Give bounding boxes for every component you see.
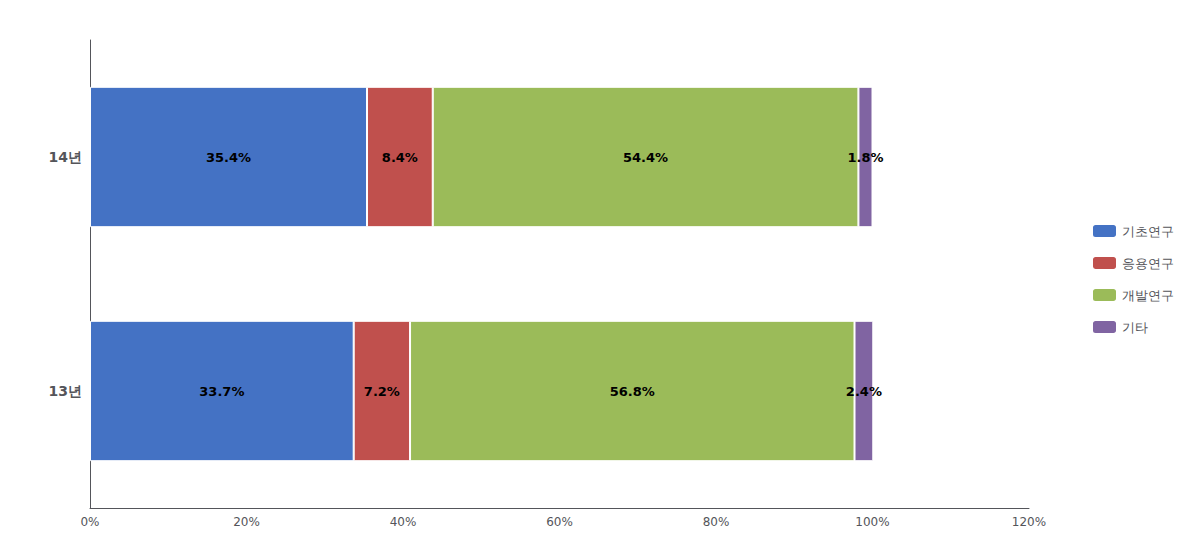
svg-text:80%: 80%	[703, 515, 730, 529]
svg-text:14년: 14년	[49, 149, 82, 165]
svg-text:33.7%: 33.7%	[199, 384, 244, 399]
svg-text:1.8%: 1.8%	[847, 150, 883, 165]
svg-text:기타: 기타	[1122, 320, 1148, 335]
svg-text:응용연구: 응용연구	[1122, 256, 1174, 271]
svg-text:100%: 100%	[855, 515, 889, 529]
svg-text:20%: 20%	[233, 515, 260, 529]
svg-text:개발연구: 개발연구	[1122, 288, 1174, 303]
svg-text:2.4%: 2.4%	[846, 384, 882, 399]
svg-text:120%: 120%	[1012, 515, 1046, 529]
svg-text:60%: 60%	[546, 515, 573, 529]
svg-text:40%: 40%	[390, 515, 417, 529]
svg-text:35.4%: 35.4%	[206, 150, 251, 165]
svg-text:8.4%: 8.4%	[382, 150, 418, 165]
svg-text:13년: 13년	[49, 383, 82, 399]
svg-text:54.4%: 54.4%	[623, 150, 668, 165]
svg-text:7.2%: 7.2%	[364, 384, 400, 399]
svg-text:56.8%: 56.8%	[610, 384, 655, 399]
svg-text:기초연구: 기초연구	[1122, 224, 1174, 239]
svg-text:0%: 0%	[80, 515, 99, 529]
